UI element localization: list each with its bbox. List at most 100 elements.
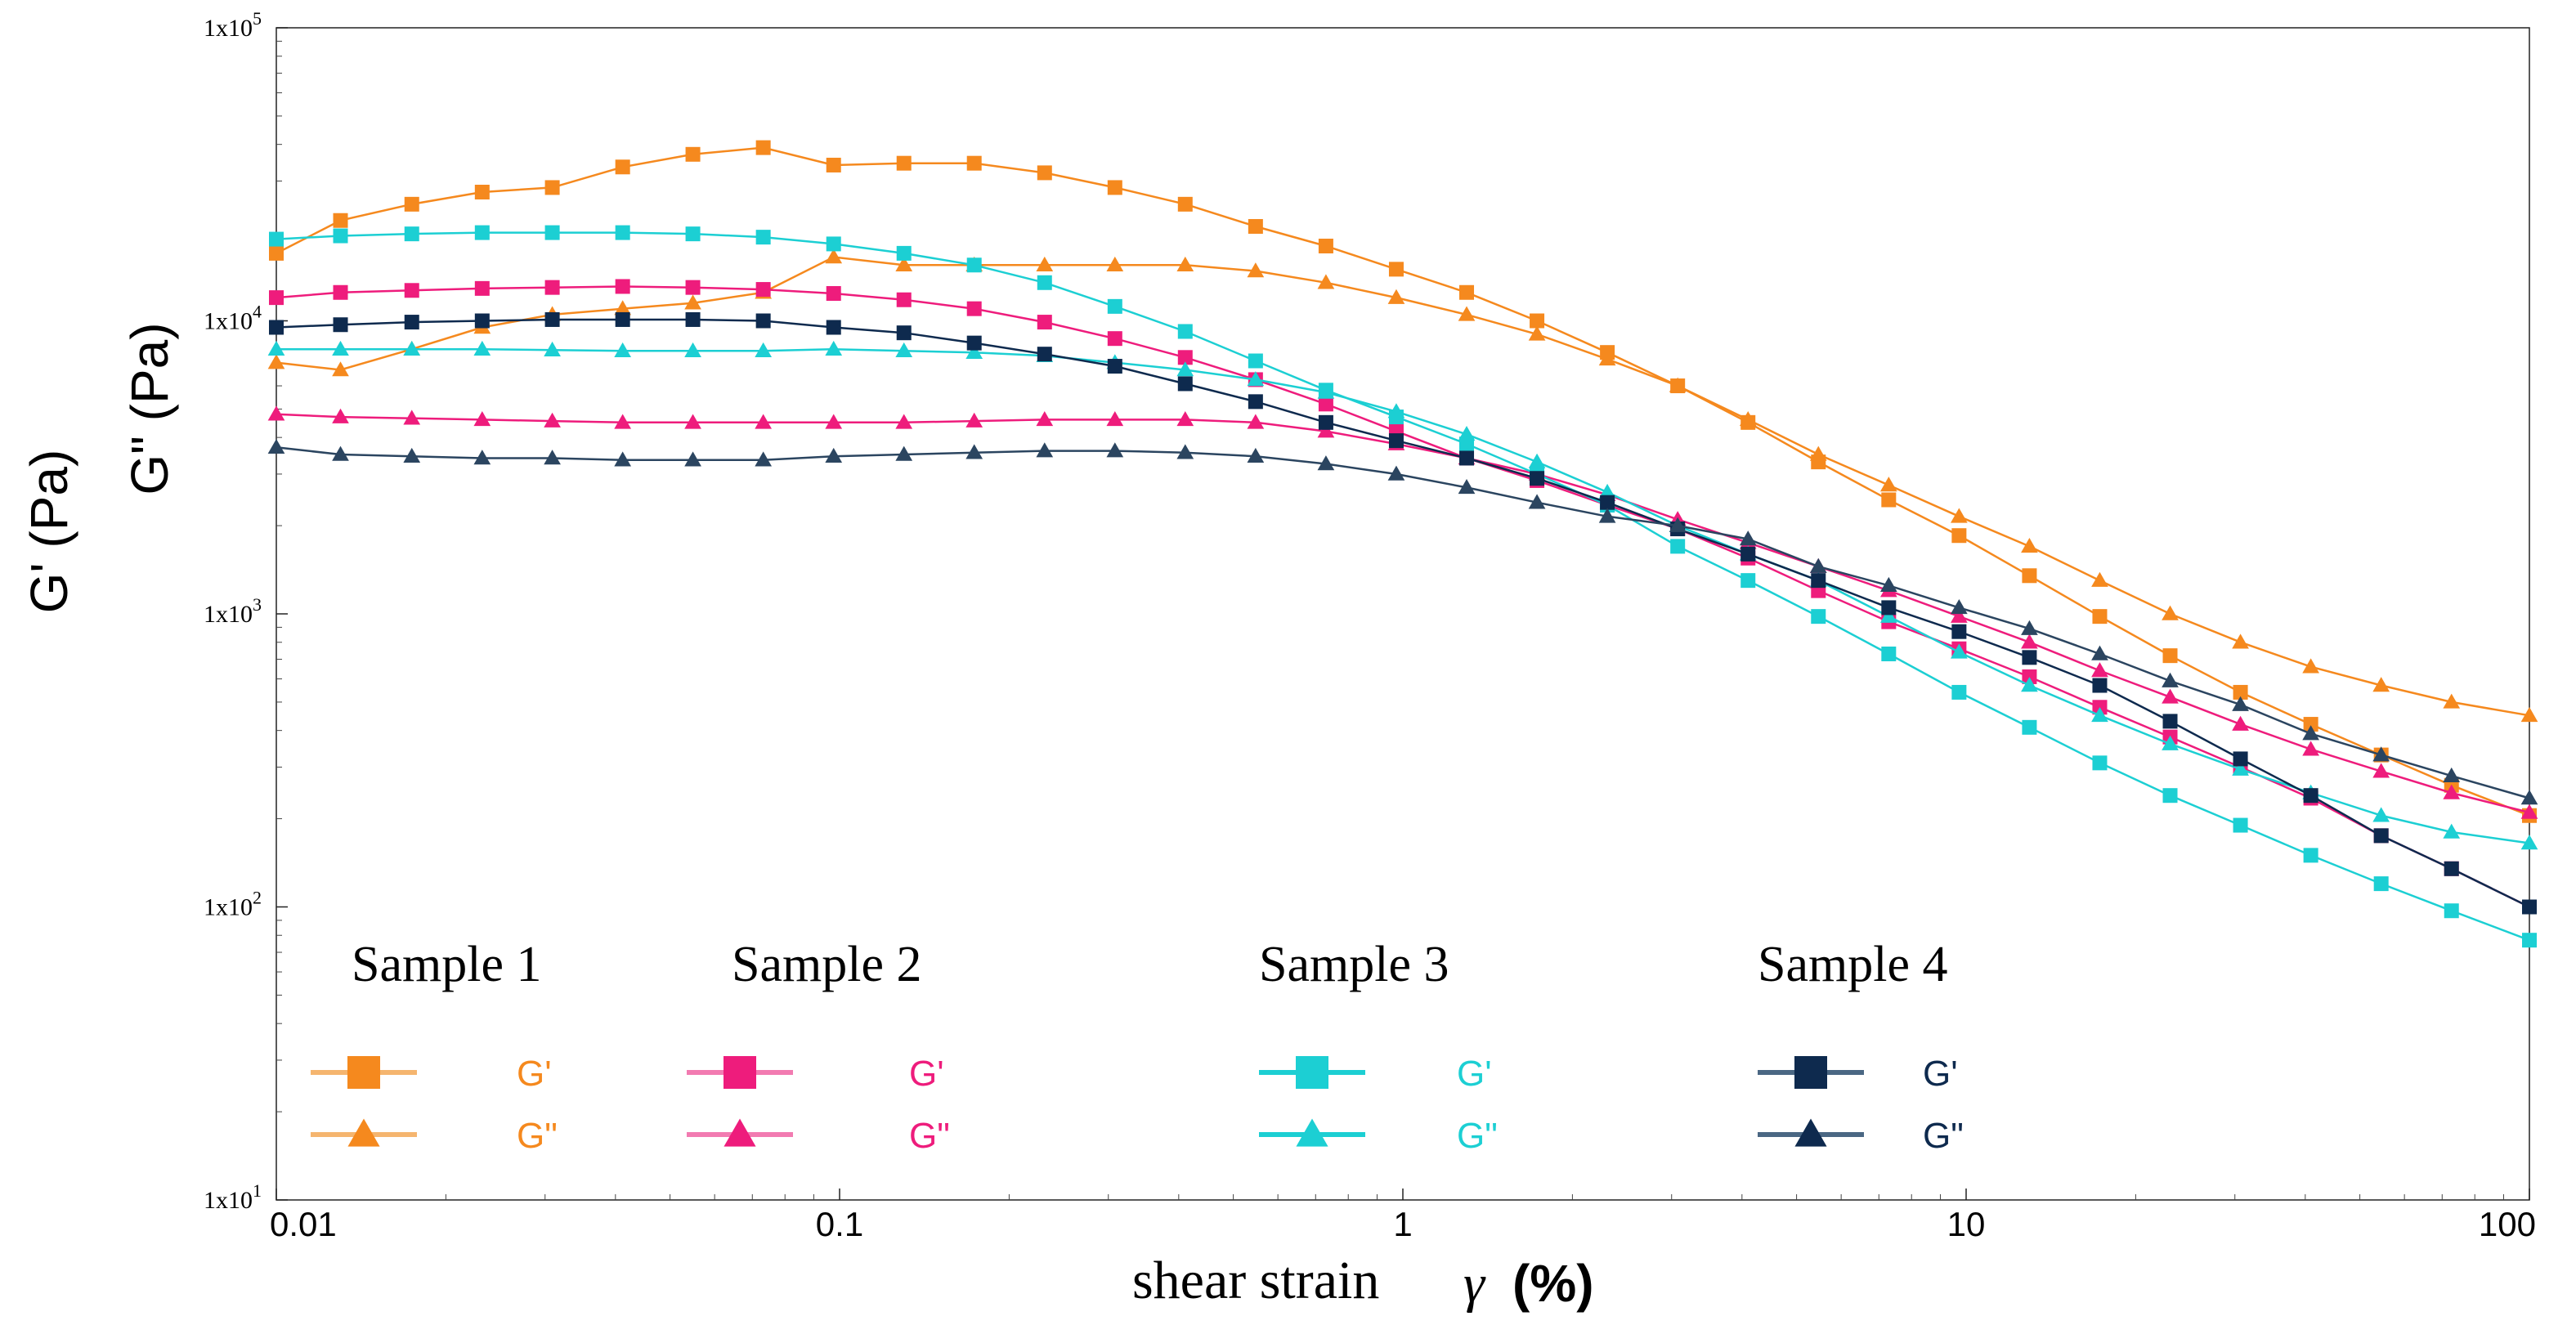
data-point <box>404 226 419 242</box>
data-point <box>2443 784 2461 799</box>
data-point <box>2372 807 2390 822</box>
data-point <box>1881 646 1897 661</box>
data-point <box>1387 465 1405 481</box>
legend-marker-g-double-prime <box>1296 1118 1328 1147</box>
data-point <box>2303 717 2318 732</box>
data-point <box>1247 371 1265 387</box>
data-point <box>2022 719 2037 735</box>
data-point <box>1740 573 1756 589</box>
data-point <box>1459 284 1475 300</box>
data-point <box>2162 714 2178 729</box>
data-point <box>544 311 560 327</box>
data-point <box>2303 848 2318 863</box>
data-point <box>1106 256 1124 272</box>
data-point <box>1739 530 1757 546</box>
legend-group-sample-3: Sample 3 G' G" <box>1259 937 1498 1156</box>
data-point <box>1037 347 1052 362</box>
data-point <box>965 412 983 428</box>
data-point <box>685 280 701 295</box>
data-point <box>1037 165 1052 181</box>
data-point <box>269 245 284 261</box>
data-point <box>267 340 285 356</box>
data-point <box>755 451 772 467</box>
y-tick-exponent: 3 <box>253 594 262 615</box>
data-point <box>1600 495 1615 510</box>
data-point <box>1951 508 1968 523</box>
legend-sample-title: Sample 1 <box>352 937 541 992</box>
data-point <box>1177 376 1193 392</box>
legend-label-g-prime: G' <box>909 1054 944 1094</box>
data-point <box>473 450 491 465</box>
data-point <box>614 342 632 357</box>
legend-marker-g-double-prime <box>1794 1118 1827 1147</box>
data-point <box>1176 444 1194 459</box>
legend-group-sample-2: Sample 2 G' G" <box>687 937 950 1156</box>
data-point <box>1318 396 1333 412</box>
data-point <box>1036 256 1054 272</box>
data-point <box>1879 576 1897 593</box>
data-point <box>544 450 561 465</box>
data-point <box>2162 735 2179 750</box>
data-point <box>826 236 841 252</box>
data-point <box>1248 394 1263 410</box>
series-sample-4-g-double-prime <box>267 438 2538 805</box>
data-point <box>2091 662 2108 678</box>
data-point <box>614 414 632 429</box>
data-point <box>544 412 561 428</box>
series-sample-1-g-prime <box>269 140 2537 823</box>
data-point <box>826 320 841 335</box>
data-point <box>1036 411 1054 427</box>
data-point <box>2232 760 2249 776</box>
data-point <box>1317 423 1335 438</box>
x-tick-label: 1 <box>1393 1205 1412 1243</box>
data-point <box>684 451 701 467</box>
data-point <box>615 225 630 240</box>
data-point <box>1388 433 1404 449</box>
data-point <box>2232 633 2249 649</box>
legend-label-g-prime: G' <box>517 1054 552 1094</box>
x-axis-title-text: shear strain <box>1132 1251 1379 1310</box>
data-point <box>1669 517 1687 532</box>
data-point <box>2520 835 2538 850</box>
data-point <box>473 411 491 427</box>
data-point <box>1879 477 1897 492</box>
data-point <box>896 292 912 307</box>
data-point <box>1951 643 1968 659</box>
data-point <box>895 256 913 272</box>
series-sample-4-g-prime <box>269 311 2537 915</box>
data-point <box>1951 528 1967 544</box>
legend-marker-g-prime <box>347 1056 380 1089</box>
data-point <box>544 180 560 195</box>
x-tick-label: 10 <box>1947 1205 1986 1243</box>
x-axis-ticks: 0.01 0.1 1 10 100 <box>270 1189 2536 1243</box>
data-point <box>474 280 490 296</box>
legend-label-g-double-prime: G" <box>1923 1116 1964 1156</box>
legend-sample-title: Sample 4 <box>1758 937 1947 992</box>
data-point <box>403 340 421 356</box>
legend-label-g-prime: G' <box>1923 1054 1958 1094</box>
y-axis-title-g-prime: G' (Pa) <box>20 450 78 614</box>
data-point <box>2233 684 2248 700</box>
data-point <box>1176 411 1194 427</box>
data-point <box>684 414 701 429</box>
data-point <box>965 444 983 459</box>
data-point <box>825 340 843 356</box>
data-point <box>2233 751 2248 767</box>
data-point <box>2162 672 2179 687</box>
data-point <box>1037 315 1052 330</box>
data-point <box>896 155 912 171</box>
data-point <box>1107 180 1122 195</box>
legend-sample-title: Sample 3 <box>1259 937 1449 992</box>
data-point <box>1107 331 1122 347</box>
data-point <box>404 315 419 330</box>
data-point <box>614 300 632 316</box>
data-point <box>1387 403 1405 419</box>
data-point <box>2021 633 2038 649</box>
data-point <box>895 414 913 429</box>
data-point <box>896 325 912 341</box>
data-point <box>1459 450 1475 466</box>
data-point <box>2091 706 2108 723</box>
data-point <box>544 280 560 295</box>
legend-marker-g-prime <box>1794 1056 1827 1089</box>
